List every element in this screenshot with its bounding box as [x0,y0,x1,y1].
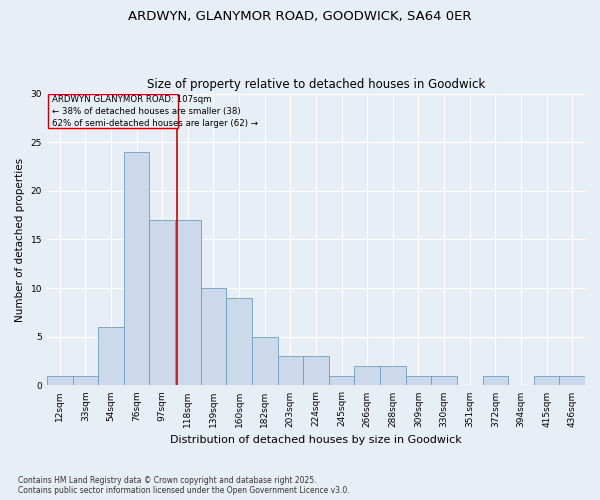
Bar [482,376,508,386]
Y-axis label: Number of detached properties: Number of detached properties [15,158,25,322]
Bar [329,376,355,386]
Bar [355,366,380,386]
Bar [124,152,149,386]
Bar [47,376,73,386]
Bar [175,220,200,386]
Bar [534,376,559,386]
Text: ARDWYN GLANYMOR ROAD: 107sqm
← 38% of detached houses are smaller (38)
62% of se: ARDWYN GLANYMOR ROAD: 107sqm ← 38% of de… [52,95,258,128]
Bar [252,337,278,386]
Bar [149,220,175,386]
Text: Contains HM Land Registry data © Crown copyright and database right 2025.
Contai: Contains HM Land Registry data © Crown c… [18,476,350,495]
Bar [406,376,431,386]
Bar [303,356,329,386]
Bar [431,376,457,386]
Title: Size of property relative to detached houses in Goodwick: Size of property relative to detached ho… [147,78,485,91]
Bar [200,288,226,386]
Bar [48,94,178,128]
Bar [380,366,406,386]
Text: ARDWYN, GLANYMOR ROAD, GOODWICK, SA64 0ER: ARDWYN, GLANYMOR ROAD, GOODWICK, SA64 0E… [128,10,472,23]
Bar [278,356,303,386]
Bar [98,327,124,386]
Bar [73,376,98,386]
Bar [226,298,252,386]
X-axis label: Distribution of detached houses by size in Goodwick: Distribution of detached houses by size … [170,435,462,445]
Bar [559,376,585,386]
